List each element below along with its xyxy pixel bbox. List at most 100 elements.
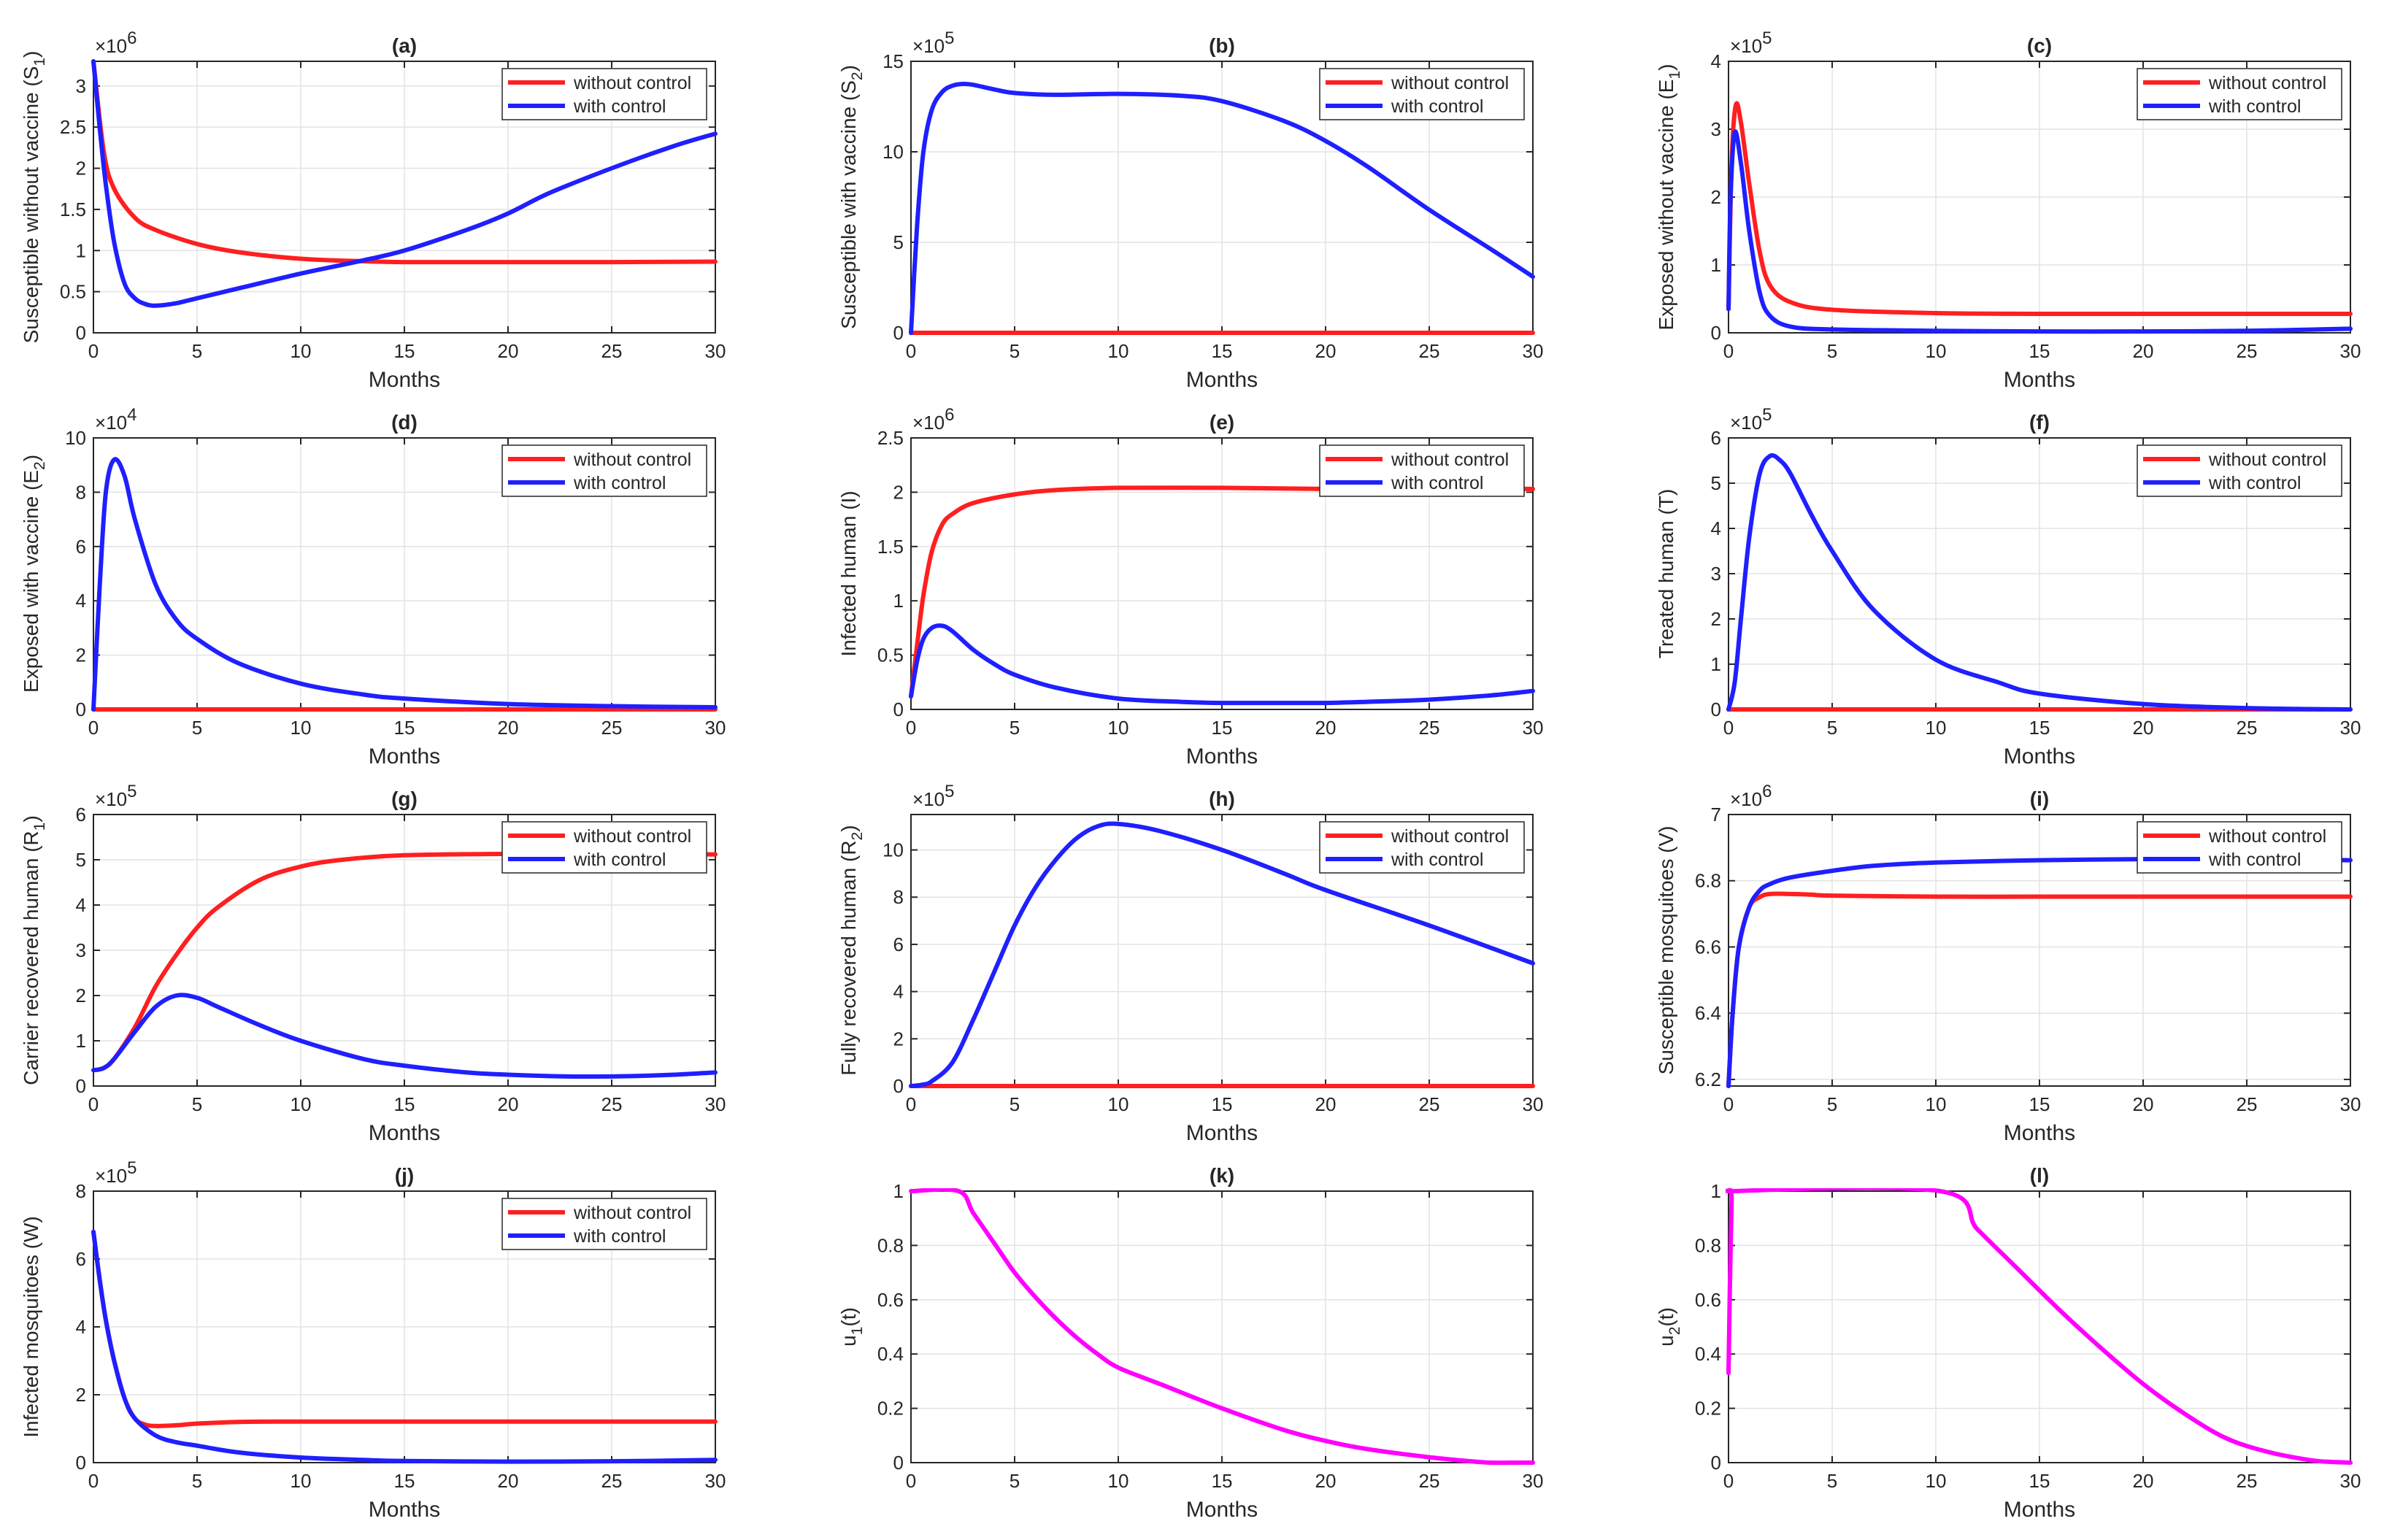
- x-tick-label: 25: [1419, 1093, 1440, 1115]
- y-axis-label: Susceptible mosquitoes (V): [1655, 826, 1677, 1075]
- x-tick-label: 5: [1010, 717, 1020, 739]
- legend-label: without control: [1391, 73, 1509, 93]
- y-tick-label: 0: [76, 1075, 86, 1097]
- y-axis-label: Exposed with vaccine (E2): [20, 455, 48, 693]
- y-tick-label: 10: [65, 427, 86, 449]
- x-tick-label: 20: [2133, 340, 2154, 362]
- x-tick-label: 0: [88, 340, 99, 362]
- x-tick-label: 10: [1108, 1093, 1129, 1115]
- y-tick-label: 1: [1711, 254, 1721, 276]
- legend-label: with control: [1391, 473, 1483, 493]
- y-axis-label: Susceptible with vaccine (S2): [837, 65, 866, 329]
- y-tick-label: 15: [883, 50, 904, 72]
- x-tick-label: 25: [1419, 1470, 1440, 1492]
- subplot-title: (k): [1210, 1164, 1234, 1187]
- y-tick-label: 0: [76, 1452, 86, 1474]
- y-tick-label: 4: [76, 894, 86, 916]
- x-tick-label: 25: [2237, 717, 2258, 739]
- y-tick-label: 0.4: [877, 1343, 904, 1365]
- y-tick-label: 7: [1711, 804, 1721, 825]
- y-tick-label: 0: [893, 322, 904, 344]
- axis-exponent: ×105: [95, 782, 136, 810]
- x-tick-label: 25: [1419, 340, 1440, 362]
- subplot-title: (e): [1210, 411, 1234, 434]
- x-tick-label: 15: [394, 717, 415, 739]
- x-axis-label: Months: [369, 1498, 440, 1522]
- series-line-with-control: [909, 81, 1535, 335]
- y-tick-label: 6.6: [1695, 936, 1721, 958]
- x-tick-label: 5: [1010, 340, 1020, 362]
- x-tick-label: 15: [1212, 340, 1233, 362]
- x-tick-label: 20: [498, 1470, 519, 1492]
- x-tick-label: 30: [705, 717, 726, 739]
- x-tick-label: 30: [705, 340, 726, 362]
- y-tick-label: 8: [76, 1180, 86, 1202]
- legend-label: without control: [2208, 826, 2326, 847]
- y-tick-label: 6.2: [1695, 1069, 1721, 1090]
- x-tick-label: 0: [88, 717, 99, 739]
- subplot: 0 5 10 15 20 25 30 0 0.2 0.4 0.6 0.8 1 (l) Months u2(t): [1655, 1164, 2361, 1522]
- subplot: 0 5 10 15 20 25 30 0 2 4 6 8 ×105 (j) Months Infected m…: [20, 1158, 726, 1522]
- x-axis-label: Months: [2004, 1498, 2075, 1522]
- x-tick-label: 15: [2029, 717, 2050, 739]
- legend-label: without control: [1391, 826, 1509, 847]
- y-tick-label: 10: [883, 141, 904, 163]
- y-tick-label: 2: [76, 1384, 86, 1406]
- y-axis-label: Infected human (I): [837, 490, 860, 656]
- legend-box: [2137, 444, 2342, 497]
- y-tick-label: 2: [76, 158, 86, 180]
- axis-exponent: ×105: [1730, 28, 1772, 57]
- x-tick-label: 10: [1926, 340, 1947, 362]
- series-line-with-control: [909, 821, 1535, 1088]
- x-tick-label: 15: [394, 1093, 415, 1115]
- subplot-title: (g): [391, 788, 418, 810]
- series-line-with-control: [1726, 129, 2353, 334]
- y-tick-label: 6: [1711, 427, 1721, 449]
- y-tick-label: 1: [76, 1030, 86, 1052]
- subplot: 0 5 10 15 20 25 30 0 2 4 6 8 10 ×105 (h) Months Fully re…: [837, 782, 1543, 1145]
- x-tick-label: 25: [601, 1093, 623, 1115]
- axis-exponent: ×106: [1730, 782, 1772, 810]
- y-tick-label: 0: [76, 322, 86, 344]
- x-tick-label: 5: [1827, 717, 1837, 739]
- y-tick-label: 0: [1711, 1452, 1721, 1474]
- legend-label: with control: [2208, 850, 2301, 870]
- legend: without control with control: [1319, 68, 1525, 120]
- y-tick-label: 2.5: [60, 116, 86, 138]
- legend-box: [1319, 68, 1525, 120]
- subplot-title: (i): [2030, 788, 2049, 810]
- x-tick-label: 20: [1315, 1093, 1337, 1115]
- series-line-with-control: [909, 623, 1535, 706]
- y-tick-label: 0.4: [1695, 1343, 1721, 1365]
- x-tick-label: 0: [1723, 340, 1734, 362]
- y-tick-label: 1.5: [877, 536, 904, 558]
- x-tick-label: 15: [1212, 1470, 1233, 1492]
- y-tick-label: 4: [1711, 50, 1721, 72]
- y-tick-label: 2.5: [877, 427, 904, 449]
- y-tick-label: 0.8: [877, 1234, 904, 1256]
- y-tick-label: 0: [893, 698, 904, 720]
- x-tick-label: 10: [1926, 717, 1947, 739]
- x-tick-label: 0: [88, 1093, 99, 1115]
- y-tick-label: 1: [1711, 1180, 1721, 1202]
- subplot: 0 5 10 15 20 25 30 0 1 2 3 4 5 6 ×105 (g) Months Carrier …: [20, 782, 726, 1145]
- x-tick-label: 5: [192, 1470, 202, 1492]
- y-tick-label: 4: [1711, 517, 1721, 539]
- y-axis-label: Treated human (T): [1655, 489, 1677, 658]
- y-tick-label: 2: [893, 481, 904, 503]
- subplot-title: (b): [1209, 34, 1235, 57]
- x-tick-label: 15: [1212, 1093, 1233, 1115]
- subplot-title: (h): [1209, 788, 1235, 810]
- subplot: 0 5 10 15 20 25 30 0 0.5 1 1.5 2 2.5 ×106 (e) Months Inf…: [837, 405, 1543, 769]
- x-tick-label: 25: [601, 717, 623, 739]
- x-axis-label: Months: [369, 744, 440, 769]
- y-tick-label: 4: [893, 981, 904, 1003]
- x-tick-label: 15: [394, 1470, 415, 1492]
- legend-box: [1319, 444, 1525, 497]
- axis-exponent: ×105: [912, 782, 954, 810]
- x-tick-label: 0: [88, 1470, 99, 1492]
- x-tick-label: 25: [601, 1470, 623, 1492]
- x-axis-label: Months: [369, 1121, 440, 1145]
- legend-label: without control: [573, 450, 691, 470]
- legend: without control with control: [501, 1198, 707, 1250]
